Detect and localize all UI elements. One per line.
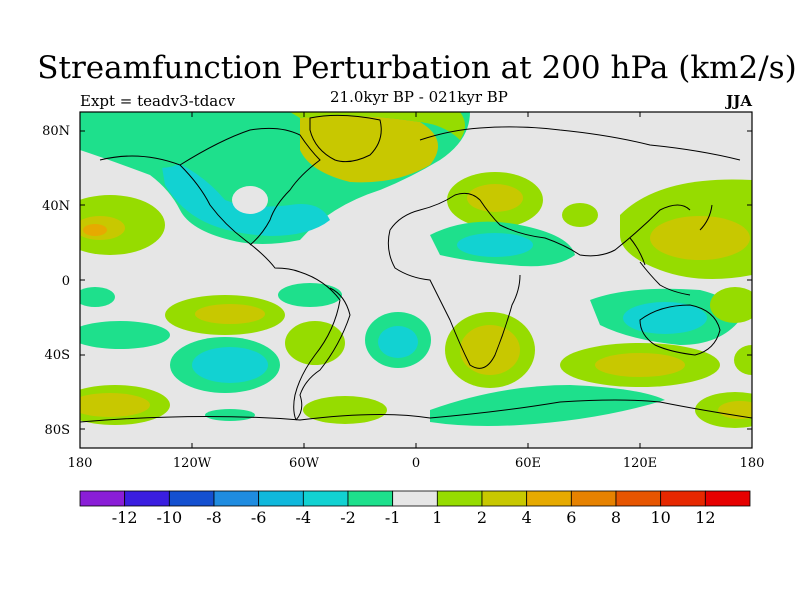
colorbar bbox=[79, 490, 751, 507]
lon-label-60e: 60E bbox=[514, 456, 542, 471]
contour-lightgray-hole bbox=[232, 186, 268, 214]
lon-label-180w: 180 bbox=[67, 456, 93, 471]
contour-lime-region bbox=[710, 287, 752, 323]
colorbar-label: 4 bbox=[521, 508, 532, 527]
colorbar-label: -2 bbox=[340, 508, 356, 527]
colorbar-swatch bbox=[660, 490, 706, 507]
colorbar-label: 1 bbox=[432, 508, 443, 527]
colorbar-label: -6 bbox=[250, 508, 267, 527]
contour-lime-region bbox=[562, 203, 598, 227]
contour-cyan-region bbox=[192, 347, 268, 383]
colorbar-swatch bbox=[615, 490, 662, 507]
lat-label-80s: 80S bbox=[44, 423, 70, 438]
contour-green-region bbox=[430, 385, 665, 426]
contour-green-region bbox=[80, 287, 115, 307]
contour-olive-region bbox=[467, 184, 523, 212]
lon-label-120w: 120W bbox=[172, 456, 212, 471]
colorbar-label: 6 bbox=[566, 508, 577, 527]
lon-label-120e: 120E bbox=[622, 456, 658, 471]
colorbar-label: -4 bbox=[295, 508, 312, 527]
lat-label-80n: 80N bbox=[42, 124, 70, 139]
plot-title: Streamfunction Perturbation at 200 hPa (… bbox=[37, 50, 797, 86]
colorbar-swatch bbox=[436, 490, 483, 507]
contour-lime-region bbox=[734, 345, 752, 375]
contour-lime-region bbox=[303, 396, 387, 424]
colorbar-swatch bbox=[347, 490, 394, 507]
contour-cyan-region bbox=[160, 155, 330, 236]
contour-olive-region bbox=[650, 216, 750, 260]
lon-label-60w: 60W bbox=[289, 456, 319, 471]
contour-green-region bbox=[80, 321, 170, 349]
contour-olive-region bbox=[300, 115, 438, 183]
coastlines bbox=[80, 114, 752, 423]
colorbar-swatch bbox=[392, 490, 438, 507]
contour-fields bbox=[80, 112, 752, 428]
contour-lime-region bbox=[290, 112, 465, 140]
contour-green-region bbox=[278, 283, 342, 307]
colorbar-label: 2 bbox=[476, 508, 488, 527]
contour-cyan-region bbox=[378, 326, 418, 358]
contour-orange-region bbox=[83, 224, 107, 236]
colorbar-swatch bbox=[124, 490, 170, 507]
lat-label-0: 0 bbox=[61, 274, 70, 289]
season-label: JJA bbox=[726, 92, 752, 110]
colorbar-label: -1 bbox=[384, 508, 401, 527]
colorbar-label: -12 bbox=[111, 508, 138, 527]
colorbar-swatch bbox=[302, 490, 349, 507]
colorbar-label: -8 bbox=[206, 508, 222, 527]
lon-label-180e: 180 bbox=[739, 456, 765, 471]
colorbar-label: -10 bbox=[156, 508, 183, 527]
contour-green-region bbox=[130, 132, 190, 168]
colorbar-label: 12 bbox=[695, 508, 716, 527]
contour-olive-region bbox=[718, 401, 752, 419]
lon-label-0: 0 bbox=[411, 456, 421, 471]
colorbar-swatch bbox=[258, 490, 304, 507]
contour-cyan-region bbox=[457, 233, 533, 257]
lat-label-40s: 40S bbox=[44, 348, 70, 363]
colorbar-swatch bbox=[570, 490, 617, 507]
time-range-label: 21.0kyr BP - 021kyr BP bbox=[330, 88, 508, 106]
contour-lime-region bbox=[285, 321, 345, 365]
colorbar-swatch bbox=[526, 490, 572, 507]
contour-green-region bbox=[205, 409, 255, 421]
colorbar-swatch bbox=[704, 490, 751, 507]
colorbar-swatch bbox=[481, 490, 528, 507]
colorbar-label: 10 bbox=[650, 508, 671, 527]
colorbar-swatch bbox=[213, 490, 260, 507]
colorbar-label: 8 bbox=[610, 508, 622, 527]
axis-ticks bbox=[79, 112, 753, 448]
colorbar-swatch bbox=[168, 490, 215, 507]
contour-olive-region bbox=[595, 353, 685, 377]
contour-olive-region bbox=[80, 393, 150, 417]
colorbar-swatch bbox=[79, 490, 126, 507]
lat-label-40n: 40N bbox=[42, 199, 70, 214]
contour-olive-region bbox=[460, 325, 520, 375]
experiment-label: Expt = teadv3-tdacv bbox=[80, 92, 236, 110]
contour-olive-region bbox=[195, 304, 265, 324]
contour-cyan-region bbox=[623, 302, 707, 334]
